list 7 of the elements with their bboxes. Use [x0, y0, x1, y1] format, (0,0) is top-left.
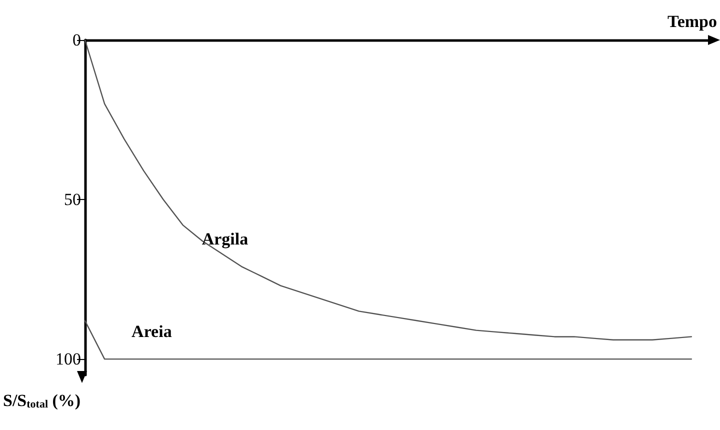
y-tick-label: 50: [64, 190, 81, 210]
series-label: Argila: [202, 230, 249, 249]
series-label: Areia: [132, 322, 172, 342]
line-series: [84, 39, 692, 341]
x-axis-title: Tempo: [668, 12, 717, 31]
y-tick-label: 0: [72, 30, 81, 50]
y-tick-label: 100: [56, 350, 81, 369]
